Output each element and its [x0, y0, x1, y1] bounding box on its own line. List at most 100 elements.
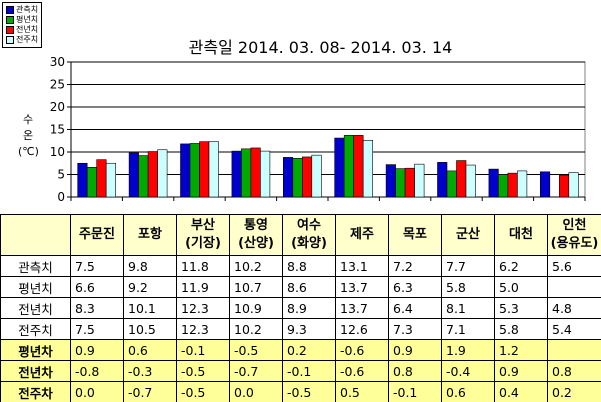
table-cell: 0.2 [282, 339, 336, 361]
table-cell: 0.9 [388, 339, 442, 361]
row-label: 전주치 [0, 318, 71, 340]
table-cell [547, 276, 601, 298]
table-cell: 0.6 [123, 339, 177, 361]
y-tick-label: 20 [50, 100, 65, 114]
table-cell: 0.5 [335, 381, 389, 402]
bar [498, 174, 509, 198]
table-cell: -0.3 [123, 360, 177, 382]
table-cell: 7.1 [441, 318, 495, 340]
table-cell: -0.4 [441, 360, 495, 382]
bar [138, 155, 149, 198]
table-cell: -0.5 [229, 339, 283, 361]
table-cell: -0.8 [70, 360, 124, 382]
table-cell [547, 339, 601, 361]
bar [301, 156, 313, 198]
table-row: 전년차 -0.8 -0.3 -0.5 -0.7 -0.1 -0.6 0.8 -0.4 0.9 0.8 [0, 360, 601, 382]
data-table: 주문진 포항 부산 (기장) 통영 (산양) 여수 (화양) 제주 목포 군산 대천 인천 (용유도) 관측… [0, 214, 601, 402]
table-cell: 9.2 [123, 276, 177, 298]
table-cell: -0.7 [229, 360, 283, 382]
column-header: 제주 [335, 214, 389, 256]
bar [86, 167, 97, 198]
legend-label: 평년치 [16, 15, 39, 24]
table-cell: 0.8 [388, 360, 442, 382]
column-header-line: (용유도) [550, 236, 599, 251]
legend-label: 관측치 [16, 5, 39, 14]
table-cell: 8.9 [282, 297, 336, 319]
legend-label: 전주치 [16, 35, 39, 44]
table-cell: 11.9 [176, 276, 230, 298]
table-cell: 13.7 [335, 276, 389, 298]
y-axis-label-line: 온 [22, 129, 34, 142]
table-cell: 6.4 [388, 297, 442, 319]
table-cell: 10.1 [123, 297, 177, 319]
bar [488, 168, 499, 198]
legend-item: 관측치 [6, 5, 38, 15]
bar [96, 159, 107, 198]
column-header: 부산 (기장) [176, 214, 230, 256]
table-cell: 0.9 [494, 360, 548, 382]
table-cell: -0.1 [388, 381, 442, 402]
table-row: 전주차 0.0 -0.7 -0.5 0.0 -0.5 0.5 -0.1 0.6 0.4 0.2 [0, 381, 601, 402]
column-header: 주문진 [70, 214, 124, 256]
column-header-line: 부산 [191, 218, 215, 233]
row-label: 전주차 [0, 381, 71, 402]
bar [77, 162, 88, 198]
table-cell: -0.5 [176, 381, 230, 402]
bar [311, 154, 322, 198]
table-row: 관측치 7.5 9.8 11.8 10.2 8.8 13.1 7.2 7.7 6.2 5.6 [0, 255, 601, 277]
legend-item: 평년치 [6, 15, 38, 25]
legend-swatch [6, 6, 14, 14]
bar [208, 141, 219, 198]
table-corner-cell [0, 214, 71, 256]
bar [414, 163, 425, 198]
table-row: 평년치 6.6 9.2 11.9 10.7 8.6 13.7 6.3 5.8 5.0 [0, 276, 601, 298]
bar [465, 164, 476, 198]
table-cell: 5.6 [547, 255, 601, 277]
column-header: 여수 (화양) [282, 214, 336, 256]
table-row: 전주치 7.5 10.5 12.3 10.2 9.3 12.6 7.3 7.1 5.8 5.4 [0, 318, 601, 340]
legend: 관측치 평년치 전년치 전주치 [2, 2, 43, 48]
bar [404, 167, 415, 198]
bar [395, 168, 406, 198]
y-tick-label: 0 [57, 190, 65, 204]
row-label: 평년차 [0, 339, 71, 361]
table-cell: 5.8 [494, 318, 548, 340]
bar [180, 143, 191, 198]
table-cell: 8.1 [441, 297, 495, 319]
legend-swatch [6, 36, 14, 44]
y-axis-label-line: 수 [22, 113, 34, 126]
bar [539, 171, 551, 198]
table-cell: 6.2 [494, 255, 548, 277]
table-cell: 6.6 [70, 276, 124, 298]
y-tick-label: 30 [50, 55, 65, 69]
bar [147, 151, 158, 198]
bar [437, 162, 448, 198]
column-header-line: 대천 [509, 227, 533, 242]
table-cell: 5.4 [547, 318, 601, 340]
bar [334, 137, 345, 198]
column-header-line: 제주 [350, 227, 374, 242]
bar [517, 170, 528, 198]
y-axis-label-line: (℃) [18, 145, 39, 158]
table-cell: 0.2 [547, 381, 601, 402]
table-cell: 12.6 [335, 318, 389, 340]
bar [456, 160, 467, 198]
table-cell: 0.9 [70, 339, 124, 361]
table-cell: 5.8 [441, 276, 495, 298]
bar [446, 170, 457, 198]
row-label: 전년차 [0, 360, 71, 382]
column-header-line: (기장) [185, 236, 221, 251]
column-header-line: 주문진 [79, 227, 115, 242]
table-cell: 8.3 [70, 297, 124, 319]
table-cell: 11.8 [176, 255, 230, 277]
row-label: 관측치 [0, 255, 71, 277]
bar [157, 149, 168, 198]
column-header: 목포 [388, 214, 442, 256]
bar [343, 135, 355, 198]
table-cell: 12.3 [176, 297, 230, 319]
bar [558, 175, 570, 198]
table-cell: 6.3 [388, 276, 442, 298]
table-cell: 10.2 [229, 318, 283, 340]
table-cell: -0.7 [123, 381, 177, 402]
bar [105, 162, 116, 198]
